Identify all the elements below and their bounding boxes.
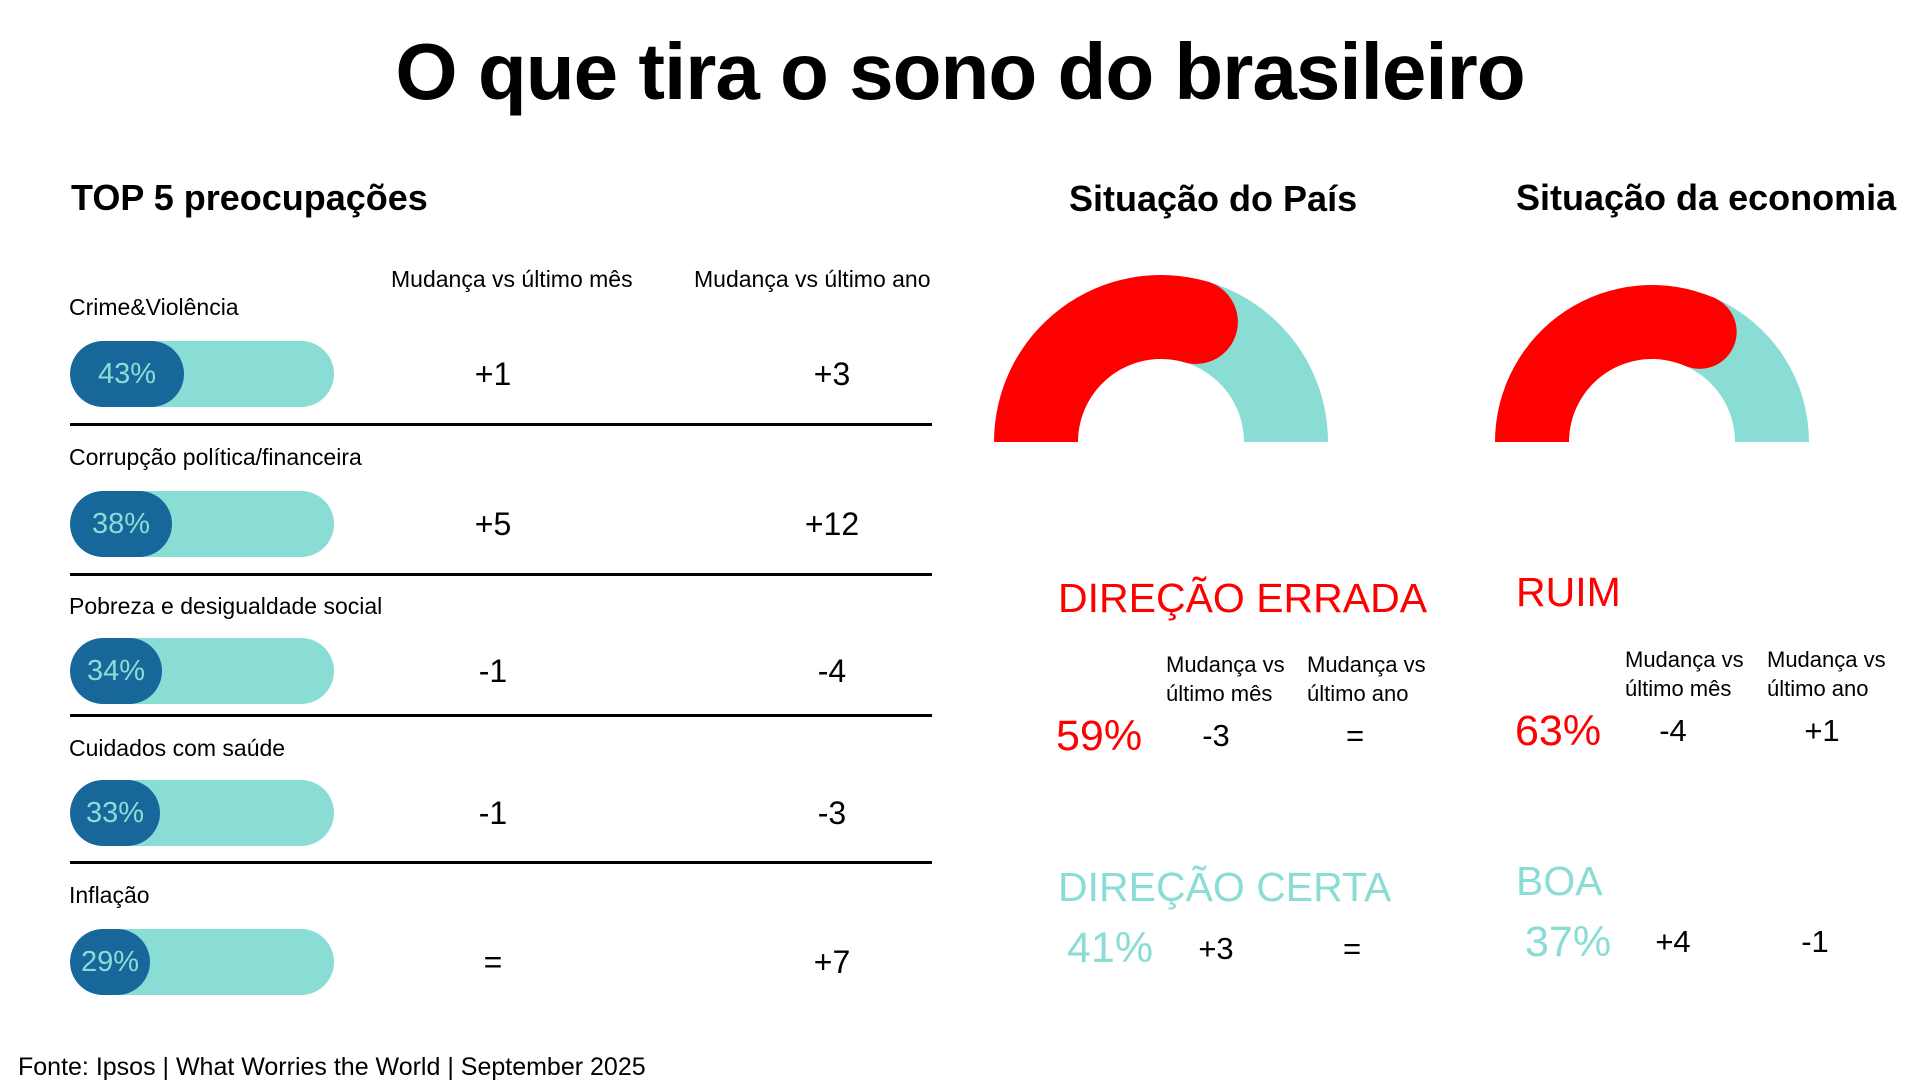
bar-fill xyxy=(70,929,150,995)
bar-value-label: 29% xyxy=(80,946,140,978)
country-col-year-header: Mudança vs último ano xyxy=(1307,652,1426,706)
page-title: O que tira o sono do brasileiro xyxy=(395,27,1525,116)
change-year-value: +7 xyxy=(813,944,851,980)
bar-track: 43% xyxy=(70,341,334,407)
bar-fill xyxy=(70,780,160,846)
bar-track: 38% xyxy=(70,491,334,557)
bar-fill xyxy=(70,341,184,407)
bar-track: 34% xyxy=(70,638,334,704)
change-year-value: -3 xyxy=(817,795,847,831)
economy-bad-pct: 63% xyxy=(1515,707,1602,755)
bar-value-label: 38% xyxy=(91,508,151,540)
country-bad-change-month: -3 xyxy=(1202,718,1230,753)
change-year-value: +12 xyxy=(804,506,860,542)
bar-fill xyxy=(70,491,172,557)
category-label: Cuidados com saúde xyxy=(69,735,286,761)
economy-col-year-header: Mudança vs último ano xyxy=(1767,647,1886,701)
category-label: Corrupção política/financeira xyxy=(69,444,362,470)
bar-value-label: 34% xyxy=(86,655,146,687)
economy-good-label: BOA xyxy=(1516,858,1603,904)
economy-good-pct: 37% xyxy=(1525,918,1612,966)
source-note: Fonte: Ipsos | What Worries the World | … xyxy=(18,1053,646,1081)
top5-title: TOP 5 preocupações xyxy=(71,177,428,218)
country-good-change-year: = xyxy=(1342,931,1362,966)
economy-title: Situação da economia xyxy=(1516,177,1897,218)
bar-fill xyxy=(70,638,162,704)
country-good-label: DIREÇÃO CERTA xyxy=(1058,864,1392,910)
country-bad-pct: 59% xyxy=(1056,712,1143,760)
economy-col-month-header: Mudança vs último mês xyxy=(1625,647,1744,701)
economy-good-change-year: -1 xyxy=(1801,924,1829,959)
bar-track: 33% xyxy=(70,780,334,846)
economy-bad-change-month: -4 xyxy=(1659,713,1687,748)
country-bad-change-year: = xyxy=(1345,718,1365,753)
country-col-month-header: Mudança vs último mês xyxy=(1166,652,1285,706)
change-month-value: = xyxy=(483,944,503,980)
row-divider xyxy=(70,861,932,864)
change-month-value: +5 xyxy=(474,506,512,542)
top5-col-month-header: Mudança vs último mês xyxy=(391,266,633,292)
country-good-pct: 41% xyxy=(1067,924,1154,972)
row-divider xyxy=(70,423,932,426)
economy-gauge-bad-segment-cap xyxy=(1662,294,1737,369)
category-label: Pobreza e desigualdade social xyxy=(69,593,383,619)
row-divider xyxy=(70,714,932,717)
bar-track: 29% xyxy=(70,929,334,995)
change-month-value: +1 xyxy=(474,356,512,392)
economy-bad-change-year: +1 xyxy=(1804,713,1840,748)
bar-value-label: 33% xyxy=(85,797,145,829)
country-bad-label: DIREÇÃO ERRADA xyxy=(1058,575,1428,621)
category-label: Crime&Violência xyxy=(69,294,239,320)
change-year-value: -4 xyxy=(817,653,847,689)
country-gauge-bad-segment-cap xyxy=(1153,279,1238,364)
country-good-change-month: +3 xyxy=(1198,931,1234,966)
change-month-value: -1 xyxy=(478,653,508,689)
bar-value-label: 43% xyxy=(97,358,157,390)
row-divider xyxy=(70,573,932,576)
economy-good-change-month: +4 xyxy=(1655,924,1691,959)
country-title: Situação do País xyxy=(1069,178,1358,219)
economy-bad-label: RUIM xyxy=(1516,569,1621,615)
country-gauge-bad-segment xyxy=(994,275,1208,442)
economy-gauge-bad-segment xyxy=(1495,285,1715,442)
change-month-value: -1 xyxy=(478,795,508,831)
top5-col-year-header: Mudança vs último ano xyxy=(694,266,931,292)
category-label: Inflação xyxy=(69,882,150,908)
change-year-value: +3 xyxy=(813,356,851,392)
